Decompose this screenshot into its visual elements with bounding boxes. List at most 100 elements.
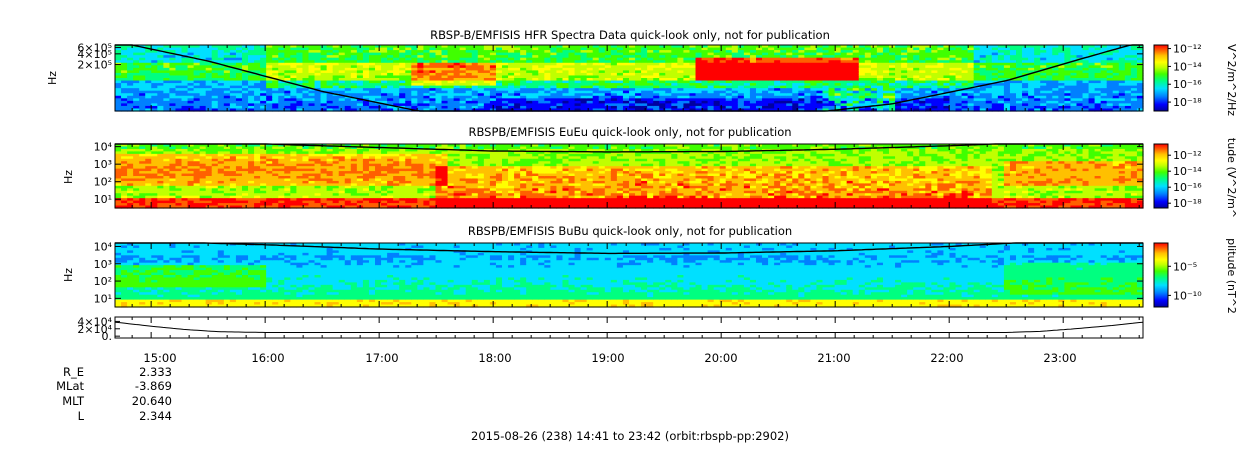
- spectrogram-cell: [151, 65, 158, 69]
- spectrogram-cell: [453, 57, 461, 61]
- spectrogram-cell: [508, 103, 515, 107]
- spectrogram-cell: [393, 108, 400, 112]
- spectrogram-cell: [266, 52, 273, 56]
- spectrogram-cell: [562, 103, 570, 107]
- spectrogram-cell: [163, 47, 171, 51]
- spectrogram-cell: [459, 52, 467, 56]
- spectrogram-cell: [175, 62, 183, 66]
- spectrogram-cell: [338, 57, 346, 61]
- spectrogram-cell: [205, 70, 213, 74]
- spectrogram-cell: [211, 50, 219, 54]
- spectrogram-cell: [290, 52, 298, 56]
- spectrogram-cell: [326, 80, 334, 84]
- spectrogram-cell: [235, 95, 243, 99]
- spectrogram-cell: [169, 75, 177, 79]
- spectrogram-cell: [338, 60, 346, 64]
- spectrogram-cell: [417, 70, 424, 74]
- spectrogram-cell: [477, 57, 485, 61]
- spectrogram-cell: [508, 55, 515, 59]
- spectrogram-cell: [284, 105, 291, 110]
- spectrogram-cell: [520, 60, 527, 64]
- spectrogram-cell: [483, 55, 491, 59]
- spectrogram-cell: [477, 95, 485, 99]
- spectrogram-cell: [223, 80, 231, 84]
- spectrogram-cell: [302, 70, 310, 74]
- spectrogram-cell: [471, 93, 479, 97]
- spectrogram-cell: [272, 83, 279, 87]
- spectrogram-cell: [350, 83, 358, 87]
- spectrogram-cell: [562, 90, 570, 94]
- spectrogram-cell: [338, 55, 346, 59]
- spectrogram-cell: [115, 45, 122, 49]
- spectrogram-cell: [272, 103, 279, 107]
- spectrogram-cell: [223, 83, 231, 87]
- spectrogram-cell: [248, 95, 255, 99]
- spectrogram-cell: [241, 45, 249, 49]
- spectrogram-cell: [199, 88, 207, 92]
- spectrogram-cell: [266, 78, 273, 82]
- spectrogram-cell: [465, 80, 473, 84]
- x-tick-label: 18:00: [478, 351, 511, 365]
- spectrogram-cell: [362, 105, 370, 110]
- spectrogram-cell: [532, 65, 539, 69]
- spectrogram-cell: [405, 70, 412, 74]
- spectrogram-cell: [526, 80, 533, 84]
- spectrogram-cell: [199, 105, 207, 110]
- spectrogram-cell: [187, 105, 195, 110]
- spectrogram-cell: [495, 52, 503, 56]
- spectrogram-cell: [302, 65, 310, 69]
- spectrogram-cell: [169, 78, 177, 82]
- spectrogram-cell: [266, 47, 273, 51]
- spectrogram-cell: [115, 70, 122, 74]
- spectrogram-cell: [139, 62, 146, 66]
- spectrogram-cell: [296, 83, 304, 87]
- spectrogram-cell: [235, 72, 243, 77]
- spectrogram-cell: [441, 80, 449, 84]
- spectrogram-cell: [139, 90, 146, 94]
- spectrogram-cell: [375, 85, 382, 89]
- colorbar-tick-label: 10⁻¹⁸: [1173, 96, 1202, 109]
- spectrogram-cell: [344, 60, 352, 64]
- spectrogram-cell: [272, 60, 279, 64]
- spectrogram-cell: [151, 52, 158, 56]
- spectrogram-cell: [429, 93, 437, 97]
- spectrogram-cell: [441, 45, 449, 49]
- spectrogram-cell: [508, 88, 515, 92]
- spectrogram-cell: [435, 90, 443, 94]
- spectrogram-cell: [272, 57, 279, 61]
- spectrogram-cell: [338, 90, 346, 94]
- spectrogram-cell: [477, 108, 485, 112]
- spectrogram-cell: [526, 65, 533, 69]
- spectrogram-cell: [356, 55, 364, 59]
- spectrogram-cell: [441, 55, 449, 59]
- spectrogram-cell: [145, 52, 152, 56]
- spectrogram-cell: [157, 67, 164, 71]
- spectrogram-cell: [344, 55, 352, 59]
- spectrogram-cell: [556, 78, 564, 82]
- spectrogram-cell: [199, 72, 207, 77]
- spectrogram-cell: [447, 60, 455, 64]
- spectrogram-cell: [411, 67, 418, 71]
- spectrogram-cell: [284, 90, 291, 94]
- spectrogram-cell: [375, 65, 382, 69]
- spectrogram-cell: [145, 83, 152, 87]
- spectrogram-cell: [399, 103, 406, 107]
- spectrogram-cell: [562, 98, 570, 102]
- spectrogram-cell: [532, 108, 539, 112]
- spectrogram-cell: [205, 55, 213, 59]
- spectrogram-cell: [296, 85, 304, 89]
- spectrogram-cell: [556, 60, 564, 64]
- spectrogram-cell: [193, 95, 201, 99]
- spectrogram-cell: [562, 52, 570, 56]
- spectrogram-cell: [429, 78, 437, 82]
- spectrogram-cell: [508, 47, 515, 51]
- spectrogram-cell: [544, 47, 551, 51]
- spectrogram-cell: [320, 83, 328, 87]
- spectrogram-cell: [405, 98, 412, 102]
- spectrogram-cell: [284, 95, 291, 99]
- spectrogram-cell: [508, 60, 515, 64]
- spectrogram-cell: [532, 45, 539, 49]
- spectrogram-cell: [211, 105, 219, 110]
- spectrogram-cell: [187, 80, 195, 84]
- spectrogram-cell: [127, 60, 134, 64]
